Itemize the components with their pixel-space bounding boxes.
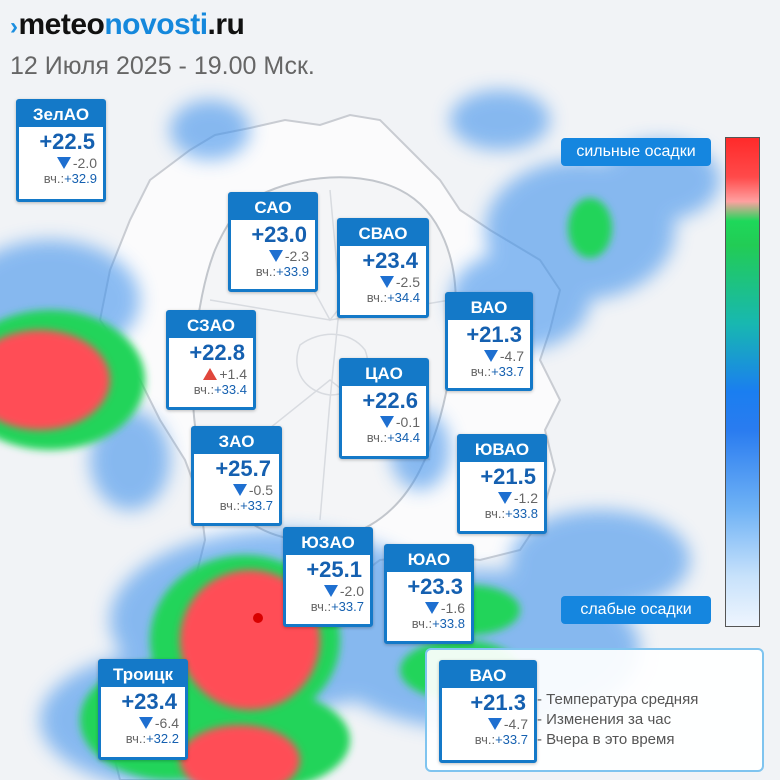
district-name: ЮАО bbox=[387, 547, 471, 572]
district-name: Троицк bbox=[101, 662, 185, 687]
district-change: -0.5 bbox=[194, 482, 279, 498]
district-name: СЗАО bbox=[169, 313, 253, 338]
district-yesterday: вч.:+33.8 bbox=[484, 506, 538, 521]
district-name: САО bbox=[231, 195, 315, 220]
district-card-zelao: ЗелАО +22.5 -2.0 вч.:+32.9 bbox=[16, 99, 106, 202]
logo-ru: .ru bbox=[207, 8, 245, 41]
district-temp: +25.7 bbox=[215, 456, 271, 481]
legend-item-temperature: - Температура средняя bbox=[537, 691, 699, 708]
district-yesterday: вч.:+33.8 bbox=[411, 616, 465, 631]
scale-label-weak: слабые осадки bbox=[561, 596, 711, 624]
trend-down-icon bbox=[232, 484, 247, 496]
trend-down-icon bbox=[323, 585, 338, 597]
logo-mark: › bbox=[10, 13, 18, 40]
trend-down-icon bbox=[379, 276, 394, 288]
district-card-yuao: ЮАО +23.3 -1.6 вч.:+33.8 bbox=[384, 544, 474, 644]
district-yesterday: вч.:+34.4 bbox=[366, 290, 420, 305]
district-yesterday: вч.:+33.7 bbox=[470, 364, 524, 379]
district-yesterday: вч.:+33.9 bbox=[255, 264, 309, 279]
district-yesterday: вч.:+33.4 bbox=[193, 382, 247, 397]
legend-example-card: ВАО +21.3 -4.7 вч.:+33.7 bbox=[439, 660, 537, 763]
district-temp: +22.5 bbox=[39, 129, 95, 154]
district-temp: +22.8 bbox=[189, 340, 245, 365]
district-name: ЮВАО bbox=[460, 437, 544, 462]
trend-down-icon bbox=[138, 717, 153, 729]
legend-item-change: - Изменения за час bbox=[537, 711, 672, 728]
legend-item-yesterday: - Вчера в это время bbox=[537, 731, 675, 748]
district-change: -1.2 bbox=[460, 490, 544, 506]
district-temp: +22.6 bbox=[362, 388, 418, 413]
legend-panel: ВАО +21.3 -4.7 вч.:+33.7 - Температура с… bbox=[425, 648, 764, 772]
trend-down-icon bbox=[56, 157, 71, 169]
district-card-sao: САО +23.0 -2.3 вч.:+33.9 bbox=[228, 192, 318, 292]
district-change: -2.0 bbox=[19, 155, 103, 171]
district-change: -2.5 bbox=[340, 274, 426, 290]
district-temp: +21.3 bbox=[470, 690, 526, 715]
site-logo[interactable]: ›meteonovosti.ru bbox=[10, 8, 245, 42]
district-card-cao: ЦАО +22.6 -0.1 вч.:+34.4 bbox=[339, 358, 429, 459]
district-yesterday: вч.:+32.2 bbox=[125, 731, 179, 746]
trend-down-icon bbox=[483, 350, 498, 362]
district-name: СВАО bbox=[340, 221, 426, 246]
district-yesterday: вч.:+33.7 bbox=[310, 599, 364, 614]
district-card-zao: ЗАО +25.7 -0.5 вч.:+33.7 bbox=[191, 426, 282, 526]
district-yesterday: вч.:+32.9 bbox=[43, 171, 97, 186]
district-card-szao: СЗАО +22.8 +1.4 вч.:+33.4 bbox=[166, 310, 256, 410]
district-temp: +21.3 bbox=[466, 322, 522, 347]
district-change: -6.4 bbox=[101, 715, 185, 731]
district-name: ЗелАО bbox=[19, 102, 103, 127]
district-name: ВАО bbox=[448, 295, 530, 320]
legend-items: - Температура средняя - Изменения за час… bbox=[537, 690, 698, 750]
district-card-vao: ВАО +21.3 -4.7 вч.:+33.7 bbox=[445, 292, 533, 391]
district-temp: +21.5 bbox=[480, 464, 536, 489]
trend-down-icon bbox=[268, 250, 283, 262]
district-name: ЮЗАО bbox=[286, 530, 370, 555]
district-temp: +23.3 bbox=[407, 574, 463, 599]
district-change: +1.4 bbox=[169, 366, 253, 382]
district-change: -2.0 bbox=[286, 583, 370, 599]
district-temp: +23.4 bbox=[121, 689, 177, 714]
district-temp: +25.1 bbox=[306, 557, 362, 582]
district-card-troitsk: Троицк +23.4 -6.4 вч.:+32.2 bbox=[98, 659, 188, 760]
district-name: ЗАО bbox=[194, 429, 279, 454]
district-change: -0.1 bbox=[342, 414, 426, 430]
district-card-svao: СВАО +23.4 -2.5 вч.:+34.4 bbox=[337, 218, 429, 318]
trend-down-icon bbox=[487, 718, 502, 730]
trend-down-icon bbox=[379, 416, 394, 428]
trend-down-icon bbox=[497, 492, 512, 504]
district-change: -4.7 bbox=[448, 348, 530, 364]
logo-novosti: novosti bbox=[104, 8, 208, 41]
district-card-yuvao: ЮВАО +21.5 -1.2 вч.:+33.8 bbox=[457, 434, 547, 534]
forecast-date: 12 Июля 2025 - 19.00 Мск. bbox=[10, 52, 315, 80]
trend-down-icon bbox=[424, 602, 439, 614]
district-name: ВАО bbox=[442, 663, 534, 688]
district-change: -2.3 bbox=[231, 248, 315, 264]
trend-up-icon bbox=[203, 368, 218, 380]
district-yesterday: вч.:+33.7 bbox=[474, 732, 528, 747]
district-yesterday: вч.:+34.4 bbox=[366, 430, 420, 445]
district-temp: +23.4 bbox=[362, 248, 418, 273]
district-yesterday: вч.:+33.7 bbox=[219, 498, 273, 513]
district-name: ЦАО bbox=[342, 361, 426, 386]
logo-meteo: meteo bbox=[18, 8, 105, 41]
district-temp: +23.0 bbox=[251, 222, 307, 247]
scale-label-strong: сильные осадки bbox=[561, 138, 711, 166]
precipitation-scale-bar bbox=[725, 137, 760, 627]
district-change: -4.7 bbox=[442, 716, 534, 732]
district-card-yuzao: ЮЗАО +25.1 -2.0 вч.:+33.7 bbox=[283, 527, 373, 627]
district-change: -1.6 bbox=[387, 600, 471, 616]
